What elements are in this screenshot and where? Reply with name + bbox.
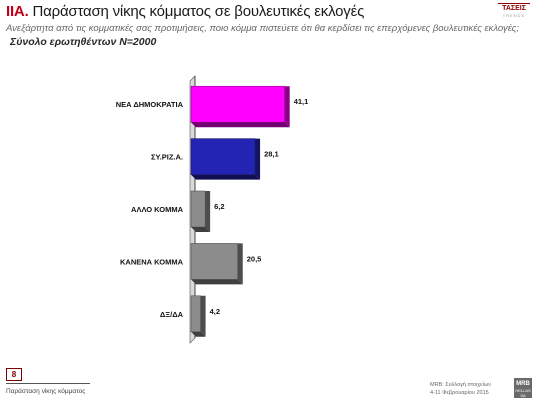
bar-2	[190, 190, 206, 228]
category-label-1: ΣΥ.ΡΙΖ.Α.	[151, 153, 183, 162]
bar-side-1	[255, 138, 261, 180]
mrb-logo-sub: HELLAS SA	[515, 388, 531, 398]
footer-source-line2: 4-11 Φεβρουαρίου 2015	[430, 390, 489, 396]
bar-side-3	[237, 243, 243, 285]
page-title: ΙΙΑ. Παράσταση νίκης κόμματος σε βουλευτ…	[6, 3, 364, 20]
bar-bottom-1	[191, 174, 261, 180]
value-label-2: 6,2	[214, 202, 224, 211]
mrb-logo-text: MRB	[516, 381, 530, 387]
value-label-0: 41,1	[294, 97, 309, 106]
footer-source: MRB: Συλλογή στοιχείων 4-11 Φεβρουαρίου …	[430, 381, 491, 397]
bar-side-0	[284, 86, 290, 128]
question-subtitle: Ανεξάρτητα από τις κομματικές σας προτιμ…	[6, 23, 519, 34]
bar-1	[190, 138, 256, 175]
value-label-1: 28,1	[264, 150, 279, 159]
bar-bottom-2	[191, 227, 211, 232]
brand-tagline: TRENDS	[502, 13, 526, 18]
mrb-logo: MRB HELLAS SA	[514, 378, 532, 398]
bar-3	[190, 243, 238, 280]
bar-bottom-0	[191, 122, 290, 128]
bar-side-4	[200, 295, 206, 337]
value-label-4: 4,2	[210, 307, 220, 316]
bar-bottom-4	[191, 331, 206, 337]
bar-4	[190, 295, 201, 333]
brand-rule	[498, 3, 530, 4]
title-number: ΙΙΑ.	[6, 3, 29, 20]
category-label-0: ΝΕΑ ΔΗΜΟΚΡΑΤΙΑ	[116, 100, 184, 109]
footer-divider	[6, 383, 90, 384]
brand-logo: ΤΑΣΕΙΣ TRENDS	[498, 2, 530, 18]
page-number: 8	[6, 368, 22, 381]
title-text: Παράσταση νίκης κόμματος σε βουλευτικές …	[32, 3, 365, 20]
footer-source-line1: MRB: Συλλογή στοιχείων	[430, 382, 491, 388]
category-label-3: ΚΑΝΕΝΑ ΚΟΜΜΑ	[120, 257, 184, 266]
value-label-3: 20,5	[247, 254, 262, 263]
footer-caption: Παράσταση νίκης κόμματος	[6, 388, 86, 395]
brand-name: ΤΑΣΕΙΣ	[502, 5, 526, 12]
bar-0	[190, 85, 285, 123]
bar-bottom-3	[191, 279, 243, 285]
category-label-2: ΑΛΛΟ ΚΟΜΜΑ	[131, 205, 184, 214]
category-label-4: ΔΞ/ΔΑ	[160, 310, 184, 319]
sample-base: Σύνολο ερωτηθέντων N=2000	[10, 36, 157, 48]
bar-side-2	[205, 191, 211, 232]
